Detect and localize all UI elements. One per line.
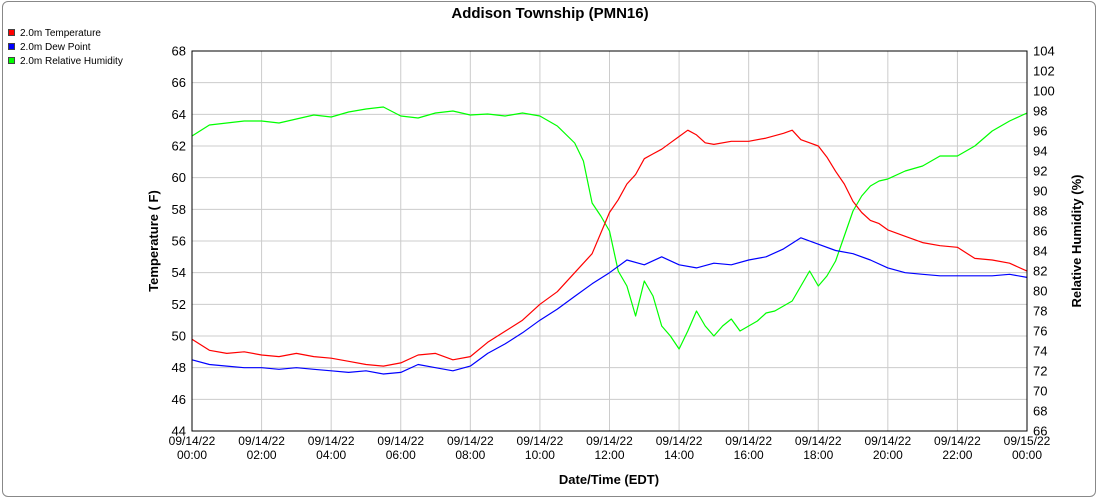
y-tick-label: 64: [172, 107, 186, 122]
x-tick-label-date: 09/14/22: [725, 434, 772, 448]
y2-tick-label: 72: [1033, 364, 1047, 379]
y2-tick-label: 78: [1033, 304, 1047, 319]
x-tick-label-time: 22:00: [942, 448, 972, 462]
x-tick-label-time: 16:00: [734, 448, 764, 462]
x-tick-label-time: 12:00: [594, 448, 624, 462]
legend-item-dew-point: 2.0m Dew Point: [8, 41, 123, 55]
series-line-temperature: [191, 129, 1028, 367]
y-tick-label: 56: [172, 234, 186, 249]
series-layer: [191, 106, 1028, 375]
series-line-dew-point: [191, 237, 1028, 375]
legend-item-relative-humidity: 2.0m Relative Humidity: [8, 55, 123, 69]
series-line-relative-humidity: [191, 106, 1028, 350]
y2-tick-label: 76: [1033, 324, 1047, 339]
y2-tick-label: 80: [1033, 284, 1047, 299]
x-tick-label-date: 09/14/22: [447, 434, 494, 448]
y-tick-label: 48: [172, 360, 186, 375]
y-tick-label: 54: [172, 265, 186, 280]
y2-tick-label: 68: [1033, 404, 1047, 419]
x-tick-label-time: 18:00: [803, 448, 833, 462]
grid: [191, 50, 1028, 432]
x-tick-label-date: 09/15/22: [1004, 434, 1051, 448]
y2-tick-label: 94: [1033, 144, 1047, 159]
y2-tick-label: 86: [1033, 224, 1047, 239]
y2-tick-label: 104: [1033, 44, 1055, 59]
y2-tick-label: 82: [1033, 264, 1047, 279]
x-tick-label-time: 02:00: [247, 448, 277, 462]
x-tick-label-time: 10:00: [525, 448, 555, 462]
y-tick-label: 50: [172, 329, 186, 344]
x-tick-label-date: 09/14/22: [656, 434, 703, 448]
y-tick-label: 62: [172, 139, 186, 154]
x-tick-label-time: 20:00: [873, 448, 903, 462]
x-tick-label-date: 09/14/22: [169, 434, 216, 448]
x-tick-label-date: 09/14/22: [377, 434, 424, 448]
y2-tick-label: 90: [1033, 184, 1047, 199]
y2-tick-label: 100: [1033, 84, 1055, 99]
chart-title: Addison Township (PMN16): [451, 5, 648, 22]
y-tick-label: 46: [172, 392, 186, 407]
y-tick-label: 66: [172, 75, 186, 90]
axes: 44 46 48 50 52 54 56 58 60 62 64 66 68 66 68 70 72 74 76 78…: [169, 44, 1055, 463]
y2-tick-label: 92: [1033, 164, 1047, 179]
y2-tick-label: 102: [1033, 64, 1055, 79]
y-tick-label: 44: [172, 424, 186, 439]
plot-area-border: [191, 50, 1028, 432]
legend-swatch-red: [8, 29, 15, 36]
x-tick-label-time: 04:00: [316, 448, 346, 462]
legend: 2.0m Temperature 2.0m Dew Point 2.0m Rel…: [8, 27, 123, 69]
y2-tick-label: 98: [1033, 104, 1047, 119]
x-axis-label: Date/Time (EDT): [559, 472, 659, 487]
y2-axis-label: Relative Humidity (%): [1069, 175, 1084, 308]
x-tick-label-time: 00:00: [177, 448, 207, 462]
legend-swatch-green: [8, 57, 15, 64]
y-tick-label: 68: [172, 44, 186, 59]
x-tick-label-date: 09/14/22: [308, 434, 355, 448]
legend-label: 2.0m Dew Point: [20, 42, 91, 53]
y-tick-label: 52: [172, 297, 186, 312]
x-tick-label-date: 09/14/22: [238, 434, 285, 448]
y-axis-label: Temperature ( F): [146, 190, 161, 292]
y2-tick-label: 74: [1033, 344, 1047, 359]
x-tick-label-time: 14:00: [664, 448, 694, 462]
x-tick-label-time: 00:00: [1012, 448, 1042, 462]
y2-tick-label: 88: [1033, 204, 1047, 219]
legend-label: 2.0m Relative Humidity: [20, 56, 123, 67]
y2-tick-label: 84: [1033, 244, 1047, 259]
x-tick-label-date: 09/14/22: [864, 434, 911, 448]
x-tick-label-time: 06:00: [386, 448, 416, 462]
legend-swatch-blue: [8, 43, 15, 50]
x-tick-label-date: 09/14/22: [586, 434, 633, 448]
y2-tick-label: 70: [1033, 384, 1047, 399]
y-tick-label: 58: [172, 202, 186, 217]
x-tick-label-date: 09/14/22: [934, 434, 981, 448]
x-tick-label-time: 08:00: [455, 448, 485, 462]
x-tick-label-date: 09/14/22: [517, 434, 564, 448]
legend-label: 2.0m Temperature: [20, 28, 101, 39]
x-tick-label-date: 09/14/22: [795, 434, 842, 448]
y-tick-label: 60: [172, 170, 186, 185]
legend-item-temperature: 2.0m Temperature: [8, 27, 123, 41]
y2-tick-label: 66: [1033, 424, 1047, 439]
y2-tick-label: 96: [1033, 124, 1047, 139]
